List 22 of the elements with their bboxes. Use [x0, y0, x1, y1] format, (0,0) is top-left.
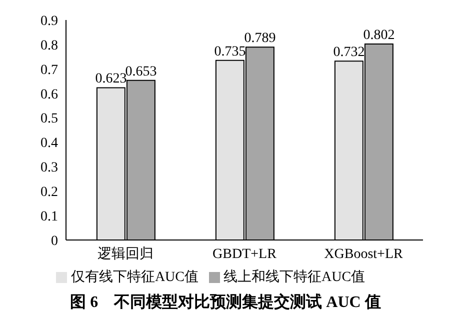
legend-label: 仅有线下特征AUC值	[70, 270, 198, 285]
y-tick-label: 0.1	[40, 210, 58, 225]
data-label: 0.732	[333, 45, 365, 60]
data-label: 0.653	[125, 64, 157, 80]
y-tick-label: 0.3	[40, 160, 58, 176]
data-label: 0.789	[244, 31, 276, 46]
text: 图 6 不同模型对比预测集提交测试 AUC 值	[69, 292, 382, 313]
y-tick-label: 0.4	[40, 136, 58, 152]
x-tick-label: 逻辑回归	[98, 246, 154, 262]
data-label: 0.735	[214, 44, 246, 60]
y-tick-label: 0.7	[40, 62, 58, 78]
y-tick-label: 0.2	[40, 185, 58, 200]
y-tick-label: 0.6	[40, 87, 58, 102]
legend-label: 线上和线下特征AUC值	[224, 270, 366, 285]
x-tick-label: GBDT+LR	[212, 246, 278, 262]
y-tick-label: 0.8	[40, 38, 58, 54]
data-label: 0.802	[363, 28, 395, 43]
y-tick-label: 0	[51, 234, 58, 249]
x-tick-label: XGBoost+LR	[324, 246, 404, 262]
y-tick-label: 0.5	[40, 112, 58, 127]
data-label: 0.623	[95, 72, 127, 87]
y-tick-label: 0.9	[40, 14, 58, 29]
